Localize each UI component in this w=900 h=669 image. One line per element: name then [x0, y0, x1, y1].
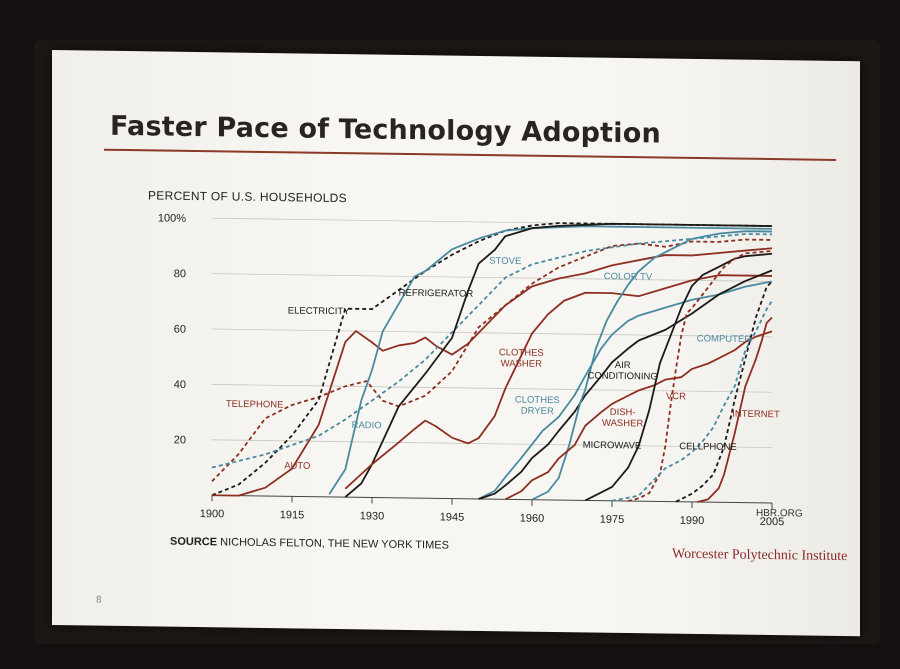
hbr-credit: HBR.ORG	[756, 507, 803, 520]
series-label-computer: COMPUTER	[697, 333, 751, 345]
y-tick-label: 60	[174, 324, 186, 336]
x-tick-label: 1915	[280, 509, 304, 521]
series-label-auto: AUTO	[284, 461, 310, 472]
gridline	[212, 328, 772, 338]
series-label-line: RADIO	[352, 420, 382, 431]
series-label-internet: INTERNET	[732, 409, 780, 421]
series-label-radio: RADIO	[352, 420, 382, 431]
adoption-chart: 20 40 60 80 100% 1900 1915 1930 1945 1960 1975 1990…	[158, 212, 784, 528]
series-label-line: WASHER	[602, 418, 643, 430]
x-tick-label: 1900	[200, 508, 224, 520]
x-tick-label: 1930	[360, 510, 384, 522]
series-line-dish-washer	[504, 330, 773, 501]
series-label-line: WASHER	[501, 358, 542, 370]
source-bold: SOURCE	[170, 535, 218, 549]
series-label-telephone: TELEPHONE	[226, 399, 284, 411]
x-tick-label: 1945	[440, 511, 464, 523]
series-line-microwave	[584, 252, 773, 502]
series-line-air-conditioning	[478, 269, 773, 500]
y-tick-label: 100%	[158, 212, 186, 224]
series-label-line: MICROWAVE	[583, 440, 642, 452]
series-label-dish-washer: DISH-WASHER	[602, 407, 643, 430]
series-label-line: CLOTHES	[515, 395, 560, 407]
series-line-vcr	[627, 250, 773, 502]
x-tick-label: 1960	[520, 513, 544, 525]
series-label-line: ELECTRICITY	[288, 305, 350, 317]
series-line-radio	[328, 225, 772, 495]
series-label-line: AIR	[615, 360, 631, 371]
series-line-internet	[697, 316, 773, 503]
x-tick-label: 1975	[600, 514, 624, 526]
series-label-line: CELLPHONE	[679, 441, 737, 453]
series-label-color-tv: COLOR TV	[604, 271, 653, 283]
series-line-stove	[211, 233, 772, 469]
series-label-line: COMPUTER	[697, 333, 751, 345]
series-line-color-tv	[531, 230, 772, 501]
series-label-air-conditioning: AIRCONDITIONING	[588, 360, 658, 383]
x-tick-label: 1990	[680, 515, 704, 527]
page-number: 8	[96, 594, 102, 606]
x-tick-label: 2005	[760, 516, 784, 528]
series-line-telephone	[211, 238, 772, 482]
series-label-refrigerator: REFRIGERATOR	[399, 288, 474, 300]
series-label-microwave: MICROWAVE	[583, 440, 642, 452]
series-label-line: TELEPHONE	[226, 399, 284, 411]
y-tick-label: 80	[174, 268, 186, 280]
series-label-line: INTERNET	[732, 409, 780, 421]
series-label-clothes-washer: CLOTHESWASHER	[499, 347, 544, 370]
series-label-line: STOVE	[489, 256, 521, 267]
series-label-line: CONDITIONING	[588, 371, 658, 383]
y-tick-label: 20	[174, 434, 186, 446]
series-label-line: AUTO	[284, 461, 310, 472]
series-line-clothes-washer	[344, 274, 772, 490]
series-line-computer	[611, 300, 773, 502]
series-label-line: DISH-	[610, 407, 636, 418]
series-label-line: COLOR TV	[604, 271, 653, 283]
presentation-slide: Faster Pace of Technology Adoption PERCE…	[52, 50, 860, 637]
series-label-line: REFRIGERATOR	[399, 288, 474, 300]
series-label-electricity: ELECTRICITY	[288, 305, 350, 317]
x-axis	[212, 494, 772, 504]
series-label-line: VCR	[666, 391, 686, 402]
series-label-line: DRYER	[521, 406, 554, 417]
series-line-refrigerator	[344, 222, 772, 498]
gridline	[212, 384, 772, 393]
series-label-clothes-dryer: CLOTHESDRYER	[515, 395, 560, 418]
series-label-stove: STOVE	[489, 256, 521, 267]
series-line-cellphone	[675, 280, 773, 503]
series-label-vcr: VCR	[666, 391, 686, 402]
gridline	[212, 273, 772, 282]
series-label-line: CLOTHES	[499, 347, 544, 359]
series-label-cellphone: CELLPHONE	[679, 441, 737, 453]
y-tick-label: 40	[174, 379, 186, 391]
institution-name: Worcester Polytechnic Institute	[672, 546, 848, 565]
gridline	[212, 439, 772, 449]
